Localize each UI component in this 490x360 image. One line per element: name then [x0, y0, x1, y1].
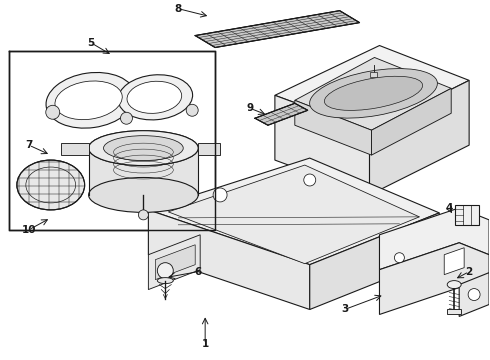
Polygon shape	[444, 248, 464, 275]
Polygon shape	[195, 11, 360, 48]
Ellipse shape	[89, 131, 198, 166]
Ellipse shape	[310, 68, 438, 118]
Circle shape	[186, 104, 198, 116]
Circle shape	[468, 289, 480, 301]
Polygon shape	[369, 72, 377, 77]
Polygon shape	[295, 100, 371, 155]
Polygon shape	[455, 205, 479, 225]
Ellipse shape	[89, 131, 198, 166]
Circle shape	[138, 210, 148, 220]
Ellipse shape	[157, 278, 173, 284]
Ellipse shape	[89, 177, 198, 212]
Text: 5: 5	[87, 37, 94, 48]
Polygon shape	[155, 245, 195, 280]
Polygon shape	[148, 158, 439, 265]
Text: 7: 7	[25, 140, 32, 150]
Ellipse shape	[103, 136, 183, 161]
Circle shape	[46, 105, 60, 119]
Polygon shape	[275, 95, 369, 195]
Circle shape	[394, 253, 404, 263]
Ellipse shape	[118, 75, 193, 120]
Polygon shape	[255, 103, 308, 125]
Polygon shape	[447, 309, 461, 315]
Ellipse shape	[447, 280, 461, 289]
Polygon shape	[369, 80, 469, 195]
Polygon shape	[295, 58, 451, 130]
Polygon shape	[9, 50, 215, 230]
Polygon shape	[310, 213, 439, 310]
Text: 10: 10	[22, 225, 36, 235]
Text: 1: 1	[201, 339, 209, 349]
Text: 3: 3	[341, 305, 348, 315]
Ellipse shape	[55, 81, 122, 120]
Polygon shape	[89, 148, 198, 195]
Ellipse shape	[17, 160, 85, 210]
Circle shape	[304, 174, 316, 186]
Text: 4: 4	[445, 203, 453, 213]
Polygon shape	[379, 243, 489, 315]
Ellipse shape	[324, 76, 422, 111]
Polygon shape	[459, 273, 489, 316]
Ellipse shape	[127, 81, 182, 113]
Circle shape	[213, 188, 227, 202]
Polygon shape	[275, 45, 469, 130]
Polygon shape	[198, 143, 220, 155]
Text: 8: 8	[174, 4, 182, 14]
Polygon shape	[379, 208, 489, 270]
Polygon shape	[148, 210, 310, 310]
Polygon shape	[371, 88, 451, 155]
Text: 6: 6	[195, 267, 202, 276]
Text: 2: 2	[466, 267, 473, 276]
Polygon shape	[61, 143, 89, 155]
Circle shape	[157, 263, 173, 279]
Polygon shape	[148, 235, 200, 289]
Text: 9: 9	[246, 103, 253, 113]
Ellipse shape	[46, 72, 135, 128]
Polygon shape	[168, 165, 419, 264]
Circle shape	[121, 112, 132, 124]
